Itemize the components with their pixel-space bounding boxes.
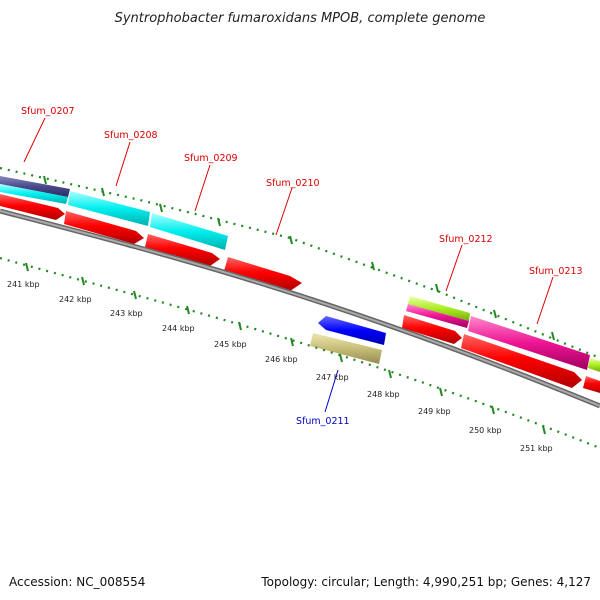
gene-labels: Sfum_0207 Sfum_0208 Sfum_0209 Sfum_0210 … — [21, 106, 583, 427]
kbp-label: 244 kbp — [162, 324, 195, 333]
reverse-cds-track — [310, 316, 386, 364]
forward-cds-track — [0, 194, 600, 393]
cds-arrow — [402, 315, 462, 344]
label-leader-lines — [23, 117, 554, 413]
kbp-label: 242 kbp — [59, 295, 92, 304]
cds-arrow — [583, 376, 600, 393]
kbp-label: 249 kbp — [418, 407, 451, 416]
lime-feature — [408, 296, 470, 321]
gene-label-sfum-0211[interactable]: Sfum_0211 — [296, 416, 350, 427]
magenta-feature-1 — [406, 304, 469, 328]
cyan-feature-3 — [150, 213, 228, 250]
kbp-label: 245 kbp — [214, 340, 247, 349]
gene-label-sfum-0208[interactable]: Sfum_0208 — [104, 130, 158, 141]
cds-arrow — [145, 234, 220, 266]
cyan-feature-1 — [0, 184, 68, 204]
kbp-label: 246 kbp — [265, 355, 298, 364]
upper-major-ticks — [43, 175, 555, 341]
magenta-feature-2 — [468, 316, 590, 370]
lower-major-ticks — [25, 262, 546, 435]
navy-feature — [0, 176, 70, 197]
kbp-label: 247 kbp — [316, 373, 349, 382]
cds-arrow — [64, 211, 144, 244]
cds-arrow — [224, 257, 302, 291]
gene-label-sfum-0210[interactable]: Sfum_0210 — [266, 178, 320, 189]
gene-label-sfum-0212[interactable]: Sfum_0212 — [439, 234, 493, 245]
cds-arrow — [461, 334, 582, 388]
khaki-feature — [310, 333, 382, 364]
kbp-label: 250 kbp — [469, 426, 502, 435]
lime-feature-2 — [588, 358, 600, 372]
kbp-label: 243 kbp — [110, 309, 143, 318]
reverse-cds-arrow — [318, 316, 386, 345]
genome-backbone — [0, 208, 600, 409]
cyan-feature-2 — [68, 191, 150, 226]
kbp-labels: 241 kbp 242 kbp 243 kbp 244 kbp 245 kbp … — [7, 280, 553, 453]
map-title: Syntrophobacter fumaroxidans MPOB, compl… — [115, 11, 486, 26]
accession-text: Accession: NC_008554 — [9, 575, 145, 589]
topology-text: Topology: circular; Length: 4,990,251 bp… — [260, 575, 591, 589]
gene-label-sfum-0209[interactable]: Sfum_0209 — [184, 153, 238, 164]
gene-label-sfum-0213[interactable]: Sfum_0213 — [529, 266, 583, 277]
kbp-label: 251 kbp — [520, 444, 553, 453]
cds-arrow — [0, 194, 65, 220]
kbp-label: 248 kbp — [367, 390, 400, 399]
gene-label-sfum-0207[interactable]: Sfum_0207 — [21, 106, 75, 117]
kbp-label: 241 kbp — [7, 280, 40, 289]
feature-track-upper — [0, 176, 600, 372]
